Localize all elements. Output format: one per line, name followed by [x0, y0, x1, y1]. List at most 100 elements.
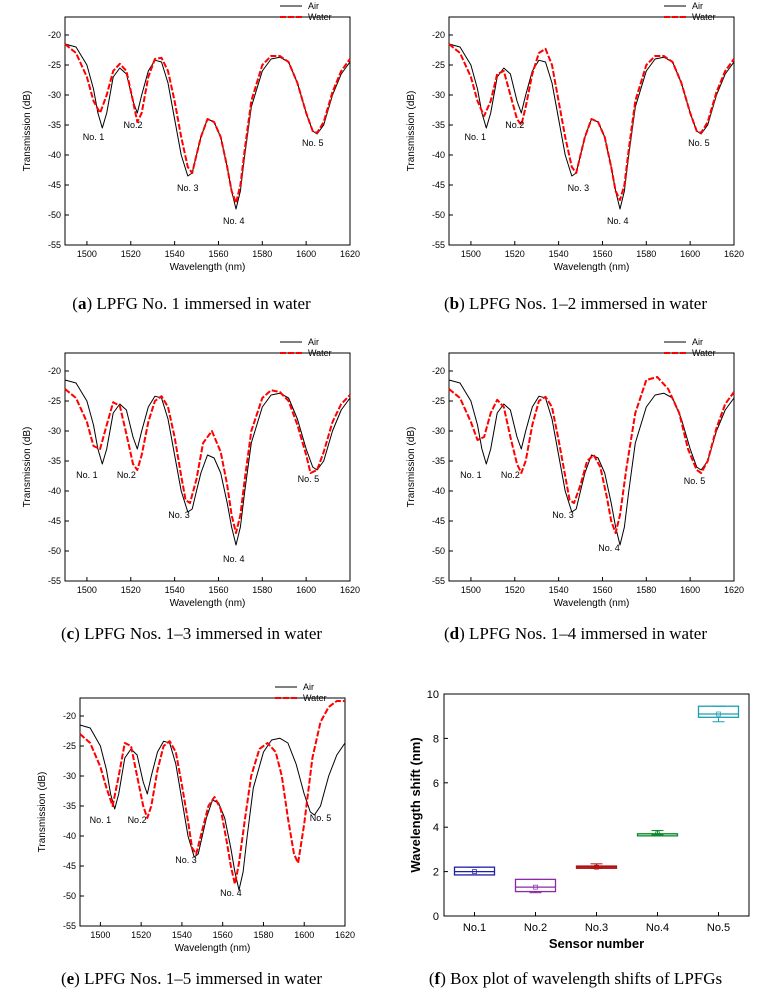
dip-label: No. 4	[607, 216, 629, 226]
y-axis-label: Transmission (dB)	[37, 772, 48, 853]
dip-label: No.2	[501, 470, 520, 480]
caption-e-text: LPFG Nos. 1–5 immersed in water	[84, 969, 323, 988]
dip-label: No.2	[505, 120, 524, 130]
caption-b-letter: b	[449, 294, 460, 313]
plot-frame	[448, 352, 735, 582]
dip-label: No.2	[123, 120, 142, 130]
y-tick-label: -55	[432, 576, 445, 586]
y-tick-label: 6	[433, 778, 439, 790]
y-tick-label: -40	[432, 150, 445, 160]
y-tick-label: -40	[63, 831, 76, 841]
y-axis-label: Transmission (dB)	[406, 427, 417, 508]
y-axis-label: Transmission (dB)	[406, 91, 417, 172]
caption-b-text: LPFG Nos. 1–2 immersed in water	[469, 294, 708, 313]
y-tick-label: -30	[432, 426, 445, 436]
x-tick-label: No.5	[707, 922, 730, 934]
y-tick-label: -55	[63, 921, 76, 931]
dip-label: No. 1	[460, 470, 482, 480]
y-tick-label: -30	[63, 771, 76, 781]
y-tick-label: -50	[48, 546, 61, 556]
x-axis-label: Wavelength (nm)	[554, 598, 630, 609]
dip-label: No. 5	[302, 138, 324, 148]
x-tick-label: No.1	[463, 922, 486, 934]
caption-b: (b) LPFG Nos. 1–2 immersed in water	[443, 294, 708, 313]
y-tick-label: -45	[48, 180, 61, 190]
y-tick-label: -35	[48, 456, 61, 466]
x-tick-label: 1540	[172, 930, 192, 940]
dip-label: No. 4	[598, 543, 620, 553]
caption-a-text: LPFG No. 1 immersed in water	[96, 294, 311, 313]
x-tick-label: 1600	[680, 249, 700, 259]
x-tick-label: No.3	[585, 922, 608, 934]
x-tick-label: 1500	[90, 930, 110, 940]
y-tick-label: -35	[63, 801, 76, 811]
box-mean-marker	[655, 831, 660, 837]
caption-c: (c) LPFG Nos. 1–3 immersed in water	[60, 624, 323, 643]
x-axis-label: Wavelength (nm)	[170, 262, 246, 273]
y-tick-label: -55	[48, 240, 61, 250]
chart-svg-d: 1500 1520 1540 1560 1580 1600 1620 -55 -50 -45 -40…	[406, 337, 744, 609]
x-tick-label: 1520	[505, 249, 525, 259]
caption-f-letter: f	[434, 969, 441, 988]
caption-c-letter: c	[66, 624, 75, 643]
x-tick-label: 1540	[165, 249, 185, 259]
x-tick-label: 1520	[131, 930, 151, 940]
box-mean-marker	[472, 869, 477, 874]
x-tick-label: 1620	[724, 249, 744, 259]
legend-label-air: Air	[303, 682, 314, 692]
y-tick-label: -20	[48, 30, 61, 40]
box-iqr	[697, 705, 740, 718]
dip-label: No.2	[128, 815, 147, 825]
y-axis-label: Transmission (dB)	[22, 427, 33, 508]
chart-panel-f: 0 2 4 6 8 10 No.1 No.2 No.3 No.4 No.5 Sensor number…	[384, 672, 767, 962]
dip-label: No. 4	[223, 216, 245, 226]
y-tick-label: -50	[63, 891, 76, 901]
x-tick-label: 1540	[165, 585, 185, 595]
y-tick-label: -50	[432, 210, 445, 220]
chart-svg-e: 1500 1520 1540 1560 1580 1600 1620 -55 -50 -45 -40…	[37, 682, 355, 954]
x-tick-label: 1580	[636, 585, 656, 595]
y-tick-label: -25	[432, 60, 445, 70]
box-mean-marker	[716, 711, 721, 717]
x-tick-label: 1560	[592, 585, 612, 595]
caption-a-letter: a	[77, 294, 87, 313]
chart-panel-e: 1500 1520 1540 1560 1580 1600 1620 -55 -50 -45 -40…	[0, 672, 383, 962]
dip-label: No. 3	[177, 183, 199, 193]
plot-frame	[443, 693, 750, 917]
dip-label: No. 5	[684, 476, 706, 486]
y-tick-label: -55	[48, 576, 61, 586]
legend-label-water: Water	[692, 12, 716, 22]
chart-svg-f: 0 2 4 6 8 10 No.1 No.2 No.3 No.4 No.5 Sensor number…	[408, 689, 750, 951]
x-tick-label: No.2	[524, 922, 547, 934]
series-line-air	[448, 43, 735, 210]
x-tick-label: No.4	[646, 922, 669, 934]
box-mean-marker	[594, 864, 599, 870]
box-iqr	[514, 878, 557, 893]
series-line-water	[64, 388, 351, 534]
legend-label-water: Water	[308, 348, 332, 358]
x-tick-label: 1560	[208, 585, 228, 595]
dip-label: No.2	[117, 470, 136, 480]
x-tick-label: 1520	[505, 585, 525, 595]
y-tick-label: -50	[432, 546, 445, 556]
caption-e: (e) LPFG Nos. 1–5 immersed in water	[60, 969, 323, 988]
x-tick-label: 1540	[549, 585, 569, 595]
y-tick-label: 10	[427, 689, 439, 701]
y-tick-label: -20	[432, 366, 445, 376]
x-tick-label: 1500	[77, 249, 97, 259]
y-tick-label: -45	[432, 516, 445, 526]
dip-label: No. 4	[220, 888, 242, 898]
y-tick-label: -55	[432, 240, 445, 250]
x-tick-label: 1620	[724, 585, 744, 595]
x-tick-label: 1560	[208, 249, 228, 259]
x-tick-label: 1540	[549, 249, 569, 259]
series-line-air	[79, 724, 346, 891]
x-tick-label: 1580	[636, 249, 656, 259]
caption-d: (d) LPFG Nos. 1–4 immersed in water	[443, 624, 708, 643]
dip-label: No. 3	[175, 855, 197, 865]
x-tick-label: 1520	[121, 585, 141, 595]
y-tick-label: -45	[48, 516, 61, 526]
caption-c-text: LPFG Nos. 1–3 immersed in water	[84, 624, 323, 643]
y-tick-label: -35	[432, 120, 445, 130]
chart-panel-d: 1500 1520 1540 1560 1580 1600 1620 -55 -50 -45 -40…	[384, 336, 767, 621]
